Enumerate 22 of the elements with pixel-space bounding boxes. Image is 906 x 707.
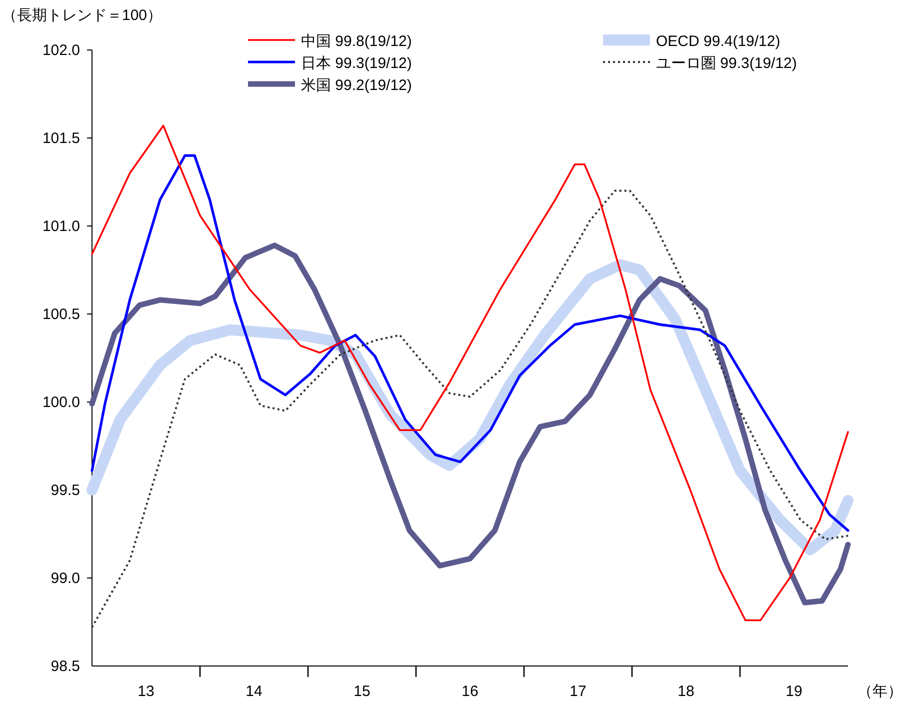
- x-tick-label: 18: [678, 683, 694, 700]
- x-tick-label: 15: [354, 683, 370, 700]
- x-tick-label: 17: [570, 683, 586, 700]
- x-axis-title: （年）: [858, 683, 902, 700]
- legend-label: OECD 99.4(19/12): [656, 33, 780, 50]
- y-tick-label: 100.0: [42, 394, 80, 411]
- x-tick-label: 13: [138, 683, 154, 700]
- y-tick-label: 99.5: [50, 482, 80, 499]
- y-tick-label: 102.0: [42, 42, 80, 59]
- y-axis-title: （長期トレンド＝100）: [2, 7, 162, 24]
- y-tick-label: 99.0: [50, 570, 80, 587]
- legend-label: 日本 99.3(19/12): [301, 55, 412, 72]
- x-tick-label: 16: [462, 683, 478, 700]
- y-tick-label: 101.0: [42, 218, 80, 235]
- x-tick-label: 14: [246, 683, 262, 700]
- y-tick-label: 100.5: [42, 306, 80, 323]
- legend-label: 中国 99.8(19/12): [301, 33, 412, 50]
- legend-label: ユーロ圏 99.3(19/12): [656, 55, 797, 72]
- x-tick-label: 19: [786, 683, 802, 700]
- y-tick-label: 101.5: [42, 130, 80, 147]
- y-tick-label: 98.5: [50, 658, 80, 675]
- legend-label: 米国 99.2(19/12): [301, 77, 412, 94]
